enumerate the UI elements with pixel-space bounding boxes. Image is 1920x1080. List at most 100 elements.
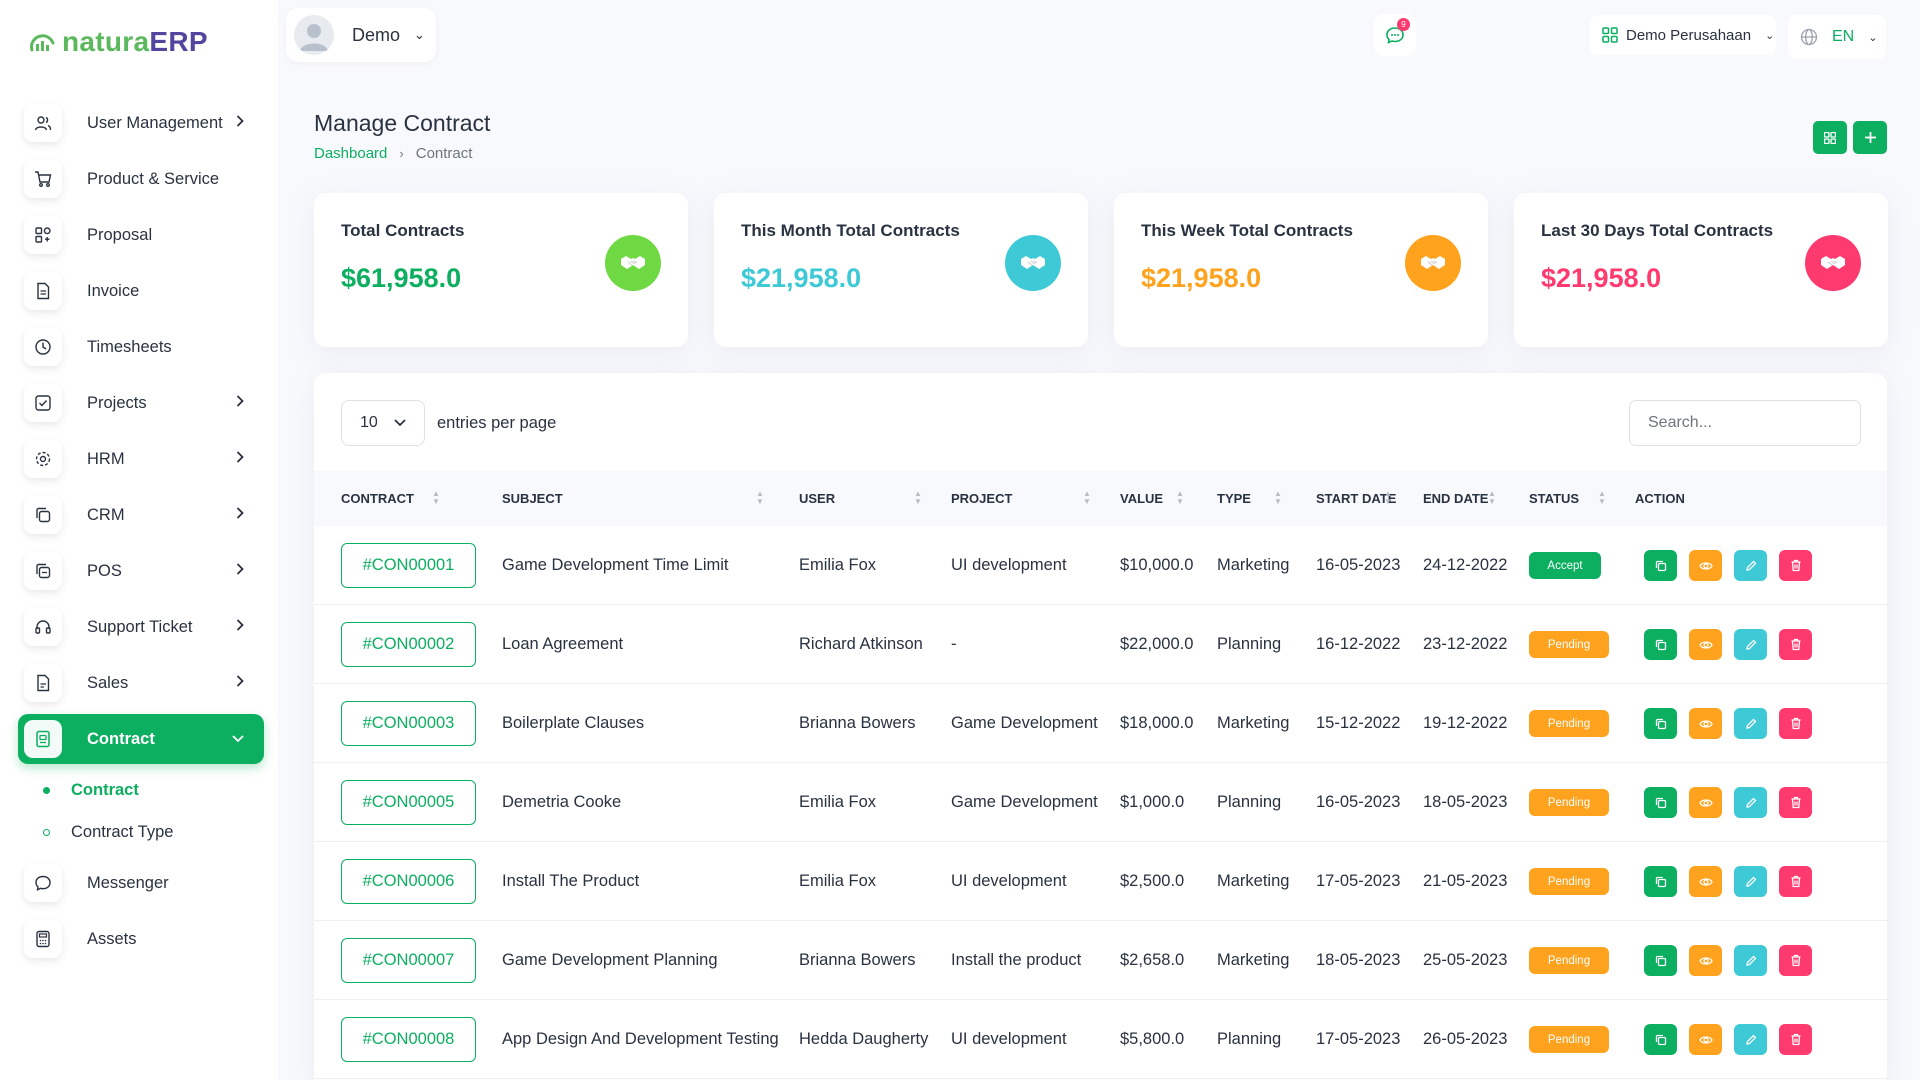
- sidebar-item-projects[interactable]: Projects: [18, 378, 264, 428]
- logo[interactable]: naturaERP: [28, 24, 208, 60]
- copy-button[interactable]: [1644, 866, 1677, 897]
- copy-button[interactable]: [1644, 945, 1677, 976]
- user-name: Demo: [352, 24, 401, 45]
- column-header-end-date[interactable]: End Date: [1423, 491, 1489, 506]
- cell-status: Pending: [1529, 921, 1609, 1000]
- pencil-icon: [1745, 797, 1757, 809]
- sort-icon[interactable]: ▲ ▼: [756, 489, 764, 506]
- sidebar-item-product-service[interactable]: Product & Service: [18, 154, 264, 204]
- pencil-icon: [1745, 1034, 1757, 1046]
- bullet-icon: [43, 786, 50, 794]
- edit-button[interactable]: [1734, 708, 1767, 739]
- grid-view-button[interactable]: [1813, 121, 1847, 154]
- sidebar-item-proposal[interactable]: Proposal: [18, 210, 264, 260]
- copy-button[interactable]: [1644, 1024, 1677, 1055]
- entries-per-page-select[interactable]: 10: [341, 400, 425, 446]
- contract-id-button[interactable]: #CON00008: [341, 1017, 476, 1062]
- copy-button[interactable]: [1644, 708, 1677, 739]
- copy-button[interactable]: [1644, 787, 1677, 818]
- edit-button[interactable]: [1734, 629, 1767, 660]
- sidebar-item-assets[interactable]: Assets: [18, 914, 264, 964]
- column-header-project[interactable]: Project: [951, 491, 1013, 506]
- calculator-icon: [24, 920, 62, 958]
- delete-button[interactable]: [1779, 550, 1812, 581]
- view-button[interactable]: [1689, 629, 1722, 660]
- sidebar-item-invoice[interactable]: Invoice: [18, 266, 264, 316]
- sidebar-subitem-label: Contract: [71, 780, 139, 799]
- cell-end: 26-05-2023: [1423, 1030, 1508, 1048]
- view-button[interactable]: [1689, 550, 1722, 581]
- cell-start: 17-05-2023: [1316, 1030, 1401, 1048]
- sort-icon[interactable]: ▲ ▼: [1083, 489, 1091, 506]
- column-header-contract[interactable]: Contract: [341, 491, 414, 506]
- contract-id-button[interactable]: #CON00003: [341, 701, 476, 746]
- chevron-right-icon: [236, 618, 244, 635]
- messages-button[interactable]: 9: [1374, 14, 1416, 56]
- sidebar-subitem-contract[interactable]: Contract: [18, 770, 264, 810]
- column-header-status[interactable]: Status: [1529, 491, 1580, 506]
- topbar: Demo ⌄ 9 Demo Perusahaan ⌄ EN ⌄: [278, 0, 1920, 72]
- language-selector[interactable]: EN ⌄: [1788, 15, 1886, 59]
- status-badge: Accept: [1529, 552, 1601, 579]
- sort-icon[interactable]: ▲ ▼: [1384, 489, 1392, 506]
- view-button[interactable]: [1689, 787, 1722, 818]
- sidebar-item-support-ticket[interactable]: Support Ticket: [18, 602, 264, 652]
- sidebar-item-label: CRM: [87, 505, 125, 524]
- view-button[interactable]: [1689, 866, 1722, 897]
- sidebar-item-hrm[interactable]: HRM: [18, 434, 264, 484]
- sidebar-item-timesheets[interactable]: Timesheets: [18, 322, 264, 372]
- cell-subject: Game Development Time Limit: [502, 556, 729, 574]
- column-header-value[interactable]: Value: [1120, 491, 1164, 506]
- search-input[interactable]: [1629, 400, 1861, 446]
- sort-icon[interactable]: ▲ ▼: [914, 489, 922, 506]
- cell-actions: [1644, 842, 1812, 921]
- edit-button[interactable]: [1734, 945, 1767, 976]
- delete-button[interactable]: [1779, 629, 1812, 660]
- contract-id-button[interactable]: #CON00002: [341, 622, 476, 667]
- sort-icon[interactable]: ▲ ▼: [1598, 489, 1606, 506]
- cell-subject: Demetria Cooke: [502, 793, 622, 811]
- cell-end: 18-05-2023: [1423, 793, 1508, 811]
- copy-button[interactable]: [1644, 550, 1677, 581]
- edit-button[interactable]: [1734, 1024, 1767, 1055]
- table-header: Contract ▲ ▼ Subject ▲ ▼ User ▲ ▼ Project ▲ ▼ Value ▲…: [314, 471, 1887, 526]
- delete-button[interactable]: [1779, 1024, 1812, 1055]
- column-header-type[interactable]: Type: [1217, 491, 1251, 506]
- avatar: [294, 15, 334, 55]
- sidebar-item-crm[interactable]: CRM: [18, 490, 264, 540]
- contract-id-button[interactable]: #CON00005: [341, 780, 476, 825]
- sidebar-item-label: Invoice: [87, 281, 140, 300]
- sidebar-item-messenger[interactable]: Messenger: [18, 858, 264, 908]
- edit-button[interactable]: [1734, 787, 1767, 818]
- delete-button[interactable]: [1779, 866, 1812, 897]
- sort-icon[interactable]: ▲ ▼: [1274, 489, 1282, 506]
- delete-button[interactable]: [1779, 708, 1812, 739]
- user-menu[interactable]: Demo ⌄: [286, 8, 436, 62]
- sidebar-subitem-contract-type[interactable]: Contract Type: [18, 812, 264, 852]
- column-header-action[interactable]: Action: [1635, 491, 1685, 506]
- view-button[interactable]: [1689, 708, 1722, 739]
- sidebar-item-user-management[interactable]: User Management: [18, 98, 264, 148]
- view-button[interactable]: [1689, 1024, 1722, 1055]
- add-contract-button[interactable]: [1853, 121, 1887, 154]
- delete-button[interactable]: [1779, 945, 1812, 976]
- column-header-user[interactable]: User: [799, 491, 836, 506]
- sort-icon[interactable]: ▲ ▼: [432, 489, 440, 506]
- company-selector[interactable]: Demo Perusahaan ⌄: [1590, 15, 1776, 55]
- edit-button[interactable]: [1734, 550, 1767, 581]
- contract-id-button[interactable]: #CON00001: [341, 543, 476, 588]
- contract-id-button[interactable]: #CON00007: [341, 938, 476, 983]
- column-header-subject[interactable]: Subject: [502, 491, 563, 506]
- edit-button[interactable]: [1734, 866, 1767, 897]
- sort-icon[interactable]: ▲ ▼: [1488, 489, 1496, 506]
- sidebar-item-sales[interactable]: Sales: [18, 658, 264, 708]
- delete-button[interactable]: [1779, 787, 1812, 818]
- sort-icon[interactable]: ▲ ▼: [1176, 489, 1184, 506]
- contract-id-button[interactable]: #CON00006: [341, 859, 476, 904]
- copy-button[interactable]: [1644, 629, 1677, 660]
- column-header-start-date[interactable]: Start Date: [1316, 491, 1397, 506]
- view-button[interactable]: [1689, 945, 1722, 976]
- sidebar-item-pos[interactable]: POS: [18, 546, 264, 596]
- sidebar-item-contract[interactable]: Contract: [18, 714, 264, 764]
- breadcrumb-dashboard-link[interactable]: Dashboard: [314, 145, 388, 162]
